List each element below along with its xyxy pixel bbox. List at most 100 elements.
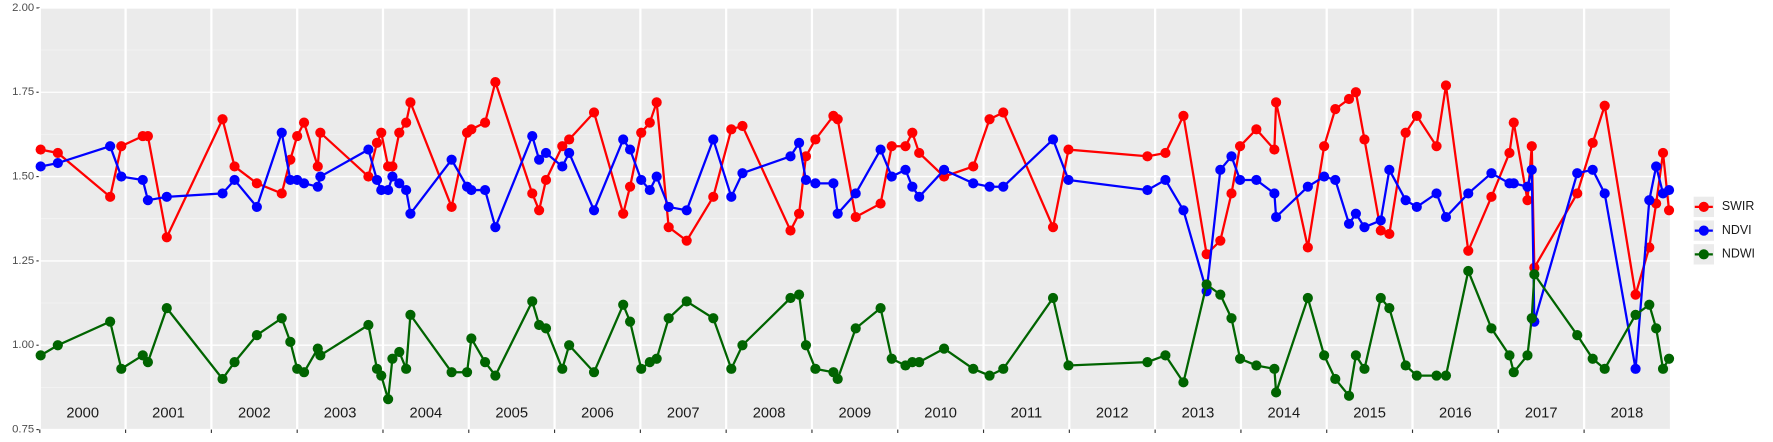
point	[1269, 144, 1280, 155]
point	[1063, 144, 1074, 155]
point	[527, 188, 538, 199]
point	[1319, 141, 1330, 152]
point	[1142, 184, 1153, 196]
point	[800, 151, 812, 162]
point	[1359, 222, 1370, 233]
point	[624, 144, 636, 155]
point	[540, 174, 552, 186]
point	[1657, 363, 1669, 374]
point	[376, 127, 387, 138]
point	[1271, 211, 1282, 223]
point	[116, 171, 127, 182]
point	[52, 147, 63, 159]
point	[276, 313, 287, 324]
point	[405, 208, 416, 219]
x-tick-label: 2015	[1353, 406, 1386, 422]
x-tick-label: 2017	[1525, 406, 1558, 422]
point	[446, 201, 457, 213]
point	[1063, 174, 1074, 186]
point	[1384, 164, 1395, 175]
point	[850, 211, 861, 223]
point	[1572, 330, 1583, 341]
point	[1440, 370, 1452, 381]
point	[1251, 360, 1262, 371]
x-tick-label: 2008	[753, 406, 786, 422]
y-tick-label: 1.50	[12, 171, 34, 183]
point	[229, 357, 240, 368]
point	[105, 316, 116, 327]
point	[1504, 147, 1515, 159]
x-tick-label: 2013	[1182, 406, 1215, 422]
point	[557, 363, 568, 374]
point	[315, 350, 326, 361]
point	[785, 292, 796, 304]
point	[1343, 93, 1355, 105]
x-tick-label: 2009	[839, 406, 872, 422]
point	[1047, 134, 1059, 145]
point	[900, 141, 911, 152]
point	[618, 208, 629, 219]
point	[1226, 313, 1237, 324]
point	[636, 174, 647, 186]
x-tick-label: 2016	[1439, 406, 1472, 422]
point	[850, 188, 861, 199]
point	[636, 363, 647, 374]
point	[229, 161, 240, 172]
point	[1384, 228, 1395, 240]
point	[383, 394, 394, 405]
point	[832, 373, 843, 385]
y-tick-label: 0.75	[12, 424, 34, 436]
point	[907, 127, 918, 138]
x-tick-label: 2012	[1096, 406, 1129, 422]
point	[1178, 110, 1189, 121]
point	[1063, 360, 1074, 371]
point	[1330, 373, 1341, 385]
point	[35, 350, 46, 361]
point	[312, 181, 323, 192]
point	[1663, 184, 1675, 196]
point	[1319, 350, 1330, 361]
point	[800, 174, 812, 186]
point	[832, 208, 843, 219]
point	[1251, 174, 1262, 186]
point	[737, 168, 748, 179]
point	[1359, 363, 1370, 374]
x-tick-label: 2006	[581, 406, 614, 422]
legend-point	[1698, 225, 1709, 236]
point	[1201, 279, 1212, 290]
point	[1330, 174, 1341, 186]
point	[490, 222, 501, 233]
point	[371, 174, 383, 186]
point	[466, 184, 477, 196]
point	[875, 303, 886, 314]
point	[1599, 188, 1610, 199]
point	[1522, 181, 1533, 192]
point	[793, 137, 805, 148]
point	[1463, 265, 1474, 277]
point	[850, 323, 861, 334]
point	[810, 134, 821, 145]
point	[490, 370, 501, 381]
point	[116, 363, 127, 374]
point	[886, 141, 897, 152]
point	[832, 114, 843, 125]
point	[387, 353, 398, 364]
point	[1663, 353, 1675, 364]
point	[1400, 195, 1411, 206]
point	[938, 343, 950, 354]
point	[217, 114, 228, 125]
point	[618, 299, 629, 310]
point	[1215, 164, 1226, 175]
point	[217, 373, 228, 385]
point	[1508, 178, 1519, 189]
point	[1375, 292, 1386, 304]
legend-label: SWIR	[1722, 199, 1754, 213]
x-tick-label: 2003	[324, 406, 357, 422]
point	[663, 201, 674, 213]
point	[1486, 323, 1497, 334]
point	[1384, 303, 1395, 314]
point	[137, 174, 148, 186]
point	[1234, 174, 1246, 186]
point	[968, 161, 979, 172]
point	[534, 154, 545, 165]
